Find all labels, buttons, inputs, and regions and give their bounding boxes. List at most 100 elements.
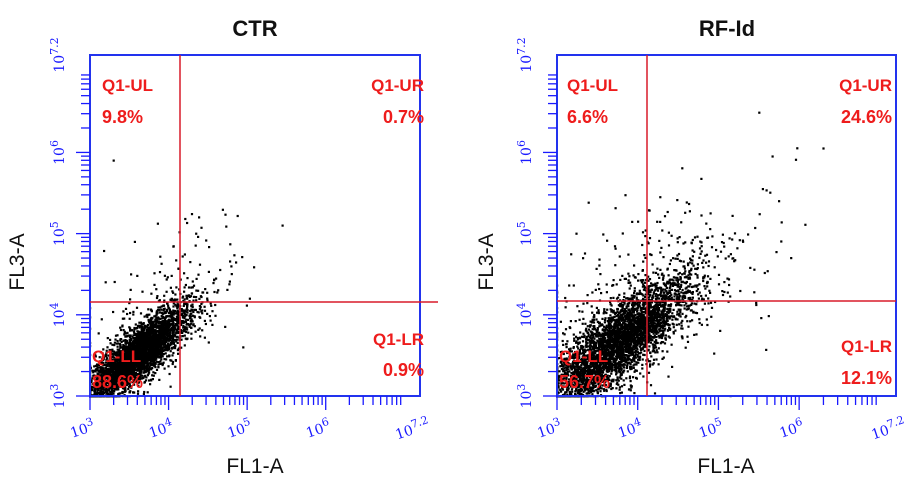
scatter-point — [183, 344, 186, 347]
scatter-point — [214, 314, 217, 317]
scatter-point — [153, 356, 156, 359]
scatter-point — [150, 368, 153, 371]
scatter-point — [96, 363, 99, 366]
scatter-point — [151, 362, 154, 365]
scatter-point — [168, 326, 171, 329]
scatter-point — [122, 344, 125, 347]
scatter-point — [122, 348, 125, 351]
scatter-point — [248, 297, 251, 300]
scatter-point — [95, 382, 98, 385]
scatter-point — [101, 375, 104, 378]
scatter-point — [157, 365, 160, 369]
scatter-point — [146, 346, 149, 350]
scatter-point — [170, 274, 173, 277]
scatter-point — [92, 376, 95, 379]
scatter-point — [131, 341, 134, 344]
scatter-point — [146, 326, 149, 329]
scatter-point — [99, 377, 102, 380]
scatter-point — [169, 329, 172, 332]
scatter-point — [174, 347, 177, 350]
scatter-point — [671, 312, 674, 315]
scatter-point — [103, 249, 106, 253]
scatter-point — [132, 378, 135, 382]
scatter-point — [155, 348, 158, 352]
scatter-point — [172, 335, 175, 338]
scatter-point — [141, 328, 144, 331]
scatter-point — [143, 345, 146, 348]
scatter-point — [126, 351, 129, 354]
scatter-point — [146, 323, 149, 327]
scatter-point — [166, 315, 169, 318]
scatter-point — [149, 308, 153, 311]
scatter-point — [128, 372, 131, 375]
scatter-point — [126, 341, 129, 344]
scatter-point — [172, 342, 175, 345]
scatter-point — [126, 312, 129, 316]
scatter-point — [109, 338, 112, 341]
scatter-point — [106, 370, 109, 374]
scatter-point — [151, 366, 154, 370]
scatter-point — [118, 342, 122, 346]
scatter-point — [125, 339, 128, 342]
scatter-point — [145, 379, 148, 382]
scatter-point — [165, 290, 168, 293]
scatter-point — [189, 309, 192, 313]
scatter-point — [198, 297, 201, 300]
scatter-point — [697, 297, 700, 300]
scatter-point — [134, 372, 137, 375]
scatter-point — [149, 333, 152, 336]
scatter-point — [126, 334, 129, 337]
scatter-point — [142, 335, 145, 338]
scatter-point — [100, 366, 103, 369]
scatter-point — [663, 342, 667, 345]
scatter-point — [158, 378, 161, 381]
scatter-point — [194, 330, 197, 333]
scatter-point — [176, 322, 179, 325]
scatter-point — [131, 329, 134, 332]
scatter-point — [182, 321, 185, 324]
scatter-point — [156, 355, 159, 358]
scatter-point — [195, 232, 198, 235]
scatter-point — [101, 356, 104, 359]
scatter-point — [161, 311, 164, 314]
scatter-point — [230, 265, 233, 268]
scatter-point — [109, 349, 113, 352]
scatter-point — [180, 308, 183, 311]
scatter-point — [115, 356, 119, 359]
scatter-point — [161, 362, 164, 365]
scatter-point — [97, 381, 101, 384]
scatter-point — [101, 384, 104, 387]
scatter-point — [143, 354, 146, 358]
scatter-point — [698, 318, 701, 321]
scatter-point — [655, 349, 658, 352]
scatter-point — [112, 370, 115, 373]
scatter-point — [189, 261, 192, 264]
scatter-point — [190, 337, 193, 340]
scatter-point — [203, 319, 206, 322]
scatter-point — [171, 354, 174, 357]
scatter-point — [146, 315, 149, 319]
scatter-point — [114, 334, 118, 337]
scatter-point — [106, 392, 109, 395]
scatter-point — [147, 350, 151, 353]
scatter-point — [140, 322, 143, 326]
scatter-point — [128, 382, 131, 385]
scatter-point — [151, 378, 154, 381]
scatter-point — [158, 342, 161, 345]
scatter-point — [161, 347, 164, 350]
x-tick-label: 104 — [146, 415, 176, 442]
scatter-point — [102, 358, 105, 361]
scatter-point — [155, 317, 158, 320]
scatter-point — [126, 331, 129, 334]
scatter-point — [176, 298, 179, 301]
scatter-point — [154, 318, 157, 321]
scatter-point — [184, 313, 187, 316]
scatter-point — [112, 159, 115, 162]
scatter-point — [152, 371, 155, 374]
scatter-point — [104, 390, 107, 393]
y-tick-label: 103 — [48, 384, 68, 409]
scatter-point — [169, 385, 172, 388]
scatter-point — [166, 331, 169, 334]
